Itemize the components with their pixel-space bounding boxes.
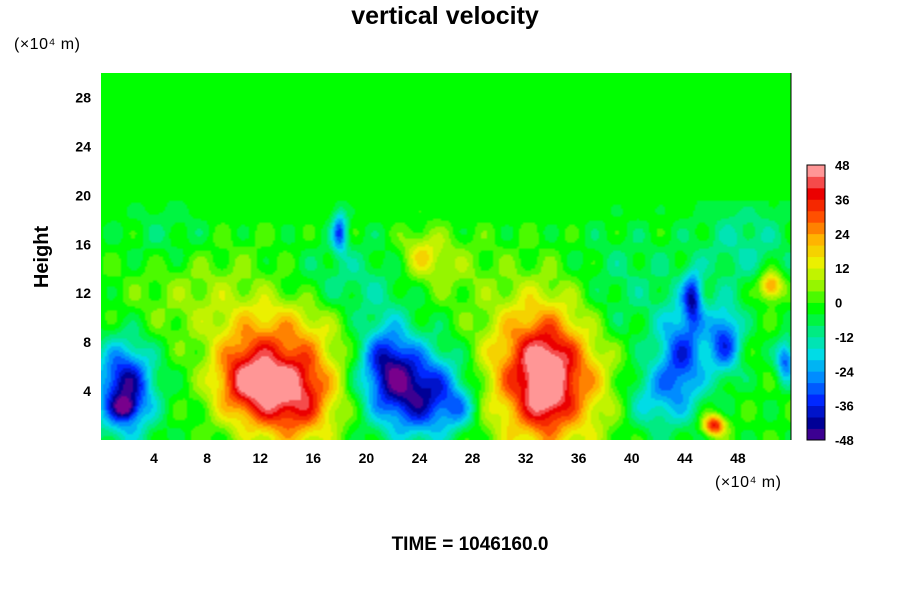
- y-tick-label: 28: [75, 89, 91, 105]
- colorbar-band: [807, 417, 825, 429]
- colorbar-tick-label: 48: [835, 158, 849, 173]
- x-tick-label: 44: [677, 450, 693, 466]
- colorbar-band: [807, 394, 825, 407]
- x-tick-labels: 4 8 12 16 20 24 28 32 36 40 44 48: [150, 450, 746, 466]
- x-axis-unit: (×10⁴ m): [715, 474, 781, 491]
- x-tick-label: 4: [150, 450, 158, 466]
- y-tick-labels: 4 8 12 16 20 24 28: [75, 89, 91, 399]
- colorbar-band: [807, 371, 825, 384]
- colorbar-band: [807, 279, 825, 292]
- y-tick-label: 8: [83, 334, 91, 350]
- chart-title: vertical velocity: [351, 2, 539, 30]
- colorbar-band: [807, 291, 825, 303]
- colorbar-tick-labels: 48 36 24 12 0 -12 -24 -36 -48: [835, 158, 855, 448]
- x-tick-label: 20: [359, 450, 375, 466]
- x-tick-label: 48: [730, 450, 746, 466]
- colorbar-band: [807, 325, 825, 338]
- x-tick-label: 12: [252, 450, 268, 466]
- colorbar-band: [807, 165, 825, 177]
- colorbar-band: [807, 268, 825, 280]
- colorbar-bands: [807, 165, 825, 441]
- time-label: TIME = 1046160.0: [392, 534, 549, 555]
- colorbar-band: [807, 176, 825, 189]
- y-axis-label: Height: [31, 226, 53, 289]
- colorbar-tick-label: 12: [835, 261, 849, 276]
- colorbar-tick-label: -24: [835, 364, 855, 379]
- velocity-field: [101, 73, 791, 440]
- colorbar-band: [807, 302, 825, 315]
- colorbar-band: [807, 245, 825, 258]
- colorbar-band: [807, 348, 825, 361]
- colorbar-band: [807, 313, 825, 326]
- colorbar-tick-label: 0: [835, 296, 842, 311]
- x-tick-label: 40: [624, 450, 640, 466]
- x-tick-label: 24: [412, 450, 428, 466]
- y-tick-label: 20: [75, 187, 91, 203]
- x-tick-label: 32: [518, 450, 534, 466]
- colorbar-tick-label: -36: [835, 399, 854, 414]
- colorbar: 48 36 24 12 0 -12 -24 -36 -48: [806, 158, 855, 448]
- colorbar-band: [807, 256, 825, 269]
- y-tick-label: 12: [75, 285, 91, 301]
- y-tick-label: 16: [75, 236, 91, 252]
- colorbar-band: [807, 359, 825, 372]
- colorbar-band: [807, 222, 825, 235]
- y-tick-label: 4: [83, 383, 91, 399]
- x-tick-label: 8: [203, 450, 211, 466]
- y-axis-unit: (×10⁴ m): [14, 36, 80, 53]
- colorbar-tick-label: 36: [835, 192, 849, 207]
- colorbar-band: [807, 336, 825, 349]
- x-tick-label: 36: [571, 450, 587, 466]
- colorbar-band: [807, 210, 825, 223]
- colorbar-band: [807, 382, 825, 395]
- colorbar-band: [807, 233, 825, 246]
- y-tick-label: 24: [75, 138, 91, 154]
- colorbar-band: [807, 405, 825, 418]
- colorbar-tick-label: 24: [835, 227, 850, 242]
- plot-area: [101, 73, 792, 440]
- colorbar-band: [807, 428, 825, 441]
- x-tick-label: 16: [306, 450, 322, 466]
- colorbar-band: [807, 199, 825, 212]
- x-tick-label: 28: [465, 450, 481, 466]
- colorbar-frame: [806, 164, 826, 441]
- colorbar-band: [807, 187, 825, 200]
- colorbar-tick-label: -48: [835, 433, 854, 448]
- colorbar-tick-label: -12: [835, 330, 854, 345]
